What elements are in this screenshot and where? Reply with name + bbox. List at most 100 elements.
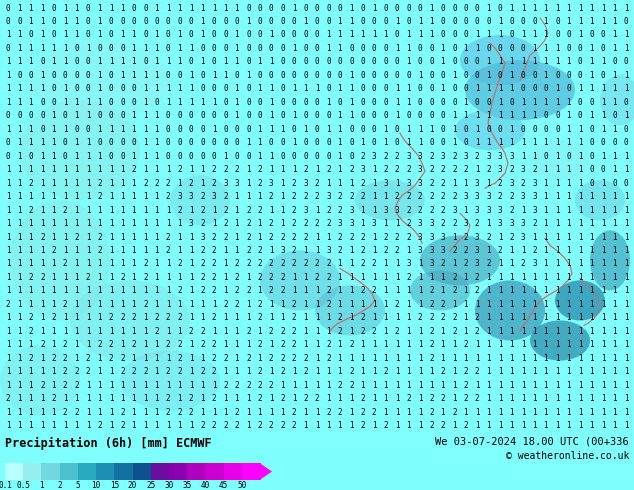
Text: 1: 1 xyxy=(578,219,583,228)
Text: 1: 1 xyxy=(601,354,605,363)
Text: 2: 2 xyxy=(246,260,250,269)
Text: 3: 3 xyxy=(475,206,479,215)
Text: 1: 1 xyxy=(120,381,125,390)
Text: We 03-07-2024 18.00 UTC (00+336: We 03-07-2024 18.00 UTC (00+336 xyxy=(436,437,629,447)
Text: 2: 2 xyxy=(143,300,148,309)
Text: 1: 1 xyxy=(578,233,583,242)
Text: 1: 1 xyxy=(86,408,91,416)
Text: 0: 0 xyxy=(578,57,583,67)
Text: 1: 1 xyxy=(384,138,388,147)
Text: 1: 1 xyxy=(372,300,377,309)
Text: 0: 0 xyxy=(178,17,182,26)
Text: 1: 1 xyxy=(486,30,491,40)
Text: 1: 1 xyxy=(475,165,479,174)
Text: 0: 0 xyxy=(280,111,285,120)
Text: 1: 1 xyxy=(337,111,342,120)
Text: 0: 0 xyxy=(624,57,628,67)
Text: 1: 1 xyxy=(612,206,617,215)
Text: 1: 1 xyxy=(566,421,571,430)
Text: 1: 1 xyxy=(555,57,560,67)
Text: 1: 1 xyxy=(40,219,44,228)
Text: 1: 1 xyxy=(361,138,365,147)
Text: 1: 1 xyxy=(246,71,250,80)
Text: 1: 1 xyxy=(51,233,56,242)
Text: 2: 2 xyxy=(257,179,262,188)
Text: 0: 0 xyxy=(475,3,479,13)
Text: 1: 1 xyxy=(624,421,628,430)
Text: 1: 1 xyxy=(74,246,79,255)
Text: 0: 0 xyxy=(349,138,354,147)
Text: 1: 1 xyxy=(63,3,68,13)
Text: 1: 1 xyxy=(269,246,273,255)
Text: 1: 1 xyxy=(486,84,491,93)
Text: 2: 2 xyxy=(235,381,239,390)
Text: 2: 2 xyxy=(326,341,331,349)
Text: 1: 1 xyxy=(223,314,228,322)
Text: 2: 2 xyxy=(441,206,445,215)
Text: 1: 1 xyxy=(498,314,502,322)
Text: 0: 0 xyxy=(486,44,491,53)
Text: 1: 1 xyxy=(108,394,113,403)
Text: 0.5: 0.5 xyxy=(16,481,30,490)
Text: 1: 1 xyxy=(566,138,571,147)
Text: 1: 1 xyxy=(612,273,617,282)
Text: 2: 2 xyxy=(486,233,491,242)
Text: 2: 2 xyxy=(63,206,68,215)
Text: 3: 3 xyxy=(349,219,354,228)
Text: 1: 1 xyxy=(143,84,148,93)
Text: 2: 2 xyxy=(337,192,342,201)
Text: 2: 2 xyxy=(178,354,182,363)
Text: 1: 1 xyxy=(578,354,583,363)
Text: 1: 1 xyxy=(543,57,548,67)
Text: 1: 1 xyxy=(590,394,594,403)
Text: 1: 1 xyxy=(555,394,560,403)
Text: 0: 0 xyxy=(40,111,44,120)
Text: 2: 2 xyxy=(166,367,171,376)
Text: 2: 2 xyxy=(395,300,399,309)
Text: 1: 1 xyxy=(395,394,399,403)
Text: 0: 0 xyxy=(429,111,434,120)
Text: 1: 1 xyxy=(132,273,136,282)
Text: 2: 2 xyxy=(155,179,159,188)
Text: 1: 1 xyxy=(601,314,605,322)
Text: 1: 1 xyxy=(361,30,365,40)
Text: 0: 0 xyxy=(189,30,193,40)
Text: 0: 0 xyxy=(395,71,399,80)
Text: 1: 1 xyxy=(452,381,456,390)
Text: 0: 0 xyxy=(246,125,250,134)
Text: 2: 2 xyxy=(452,246,456,255)
Text: 1: 1 xyxy=(246,179,250,188)
Text: 0: 0 xyxy=(543,152,548,161)
Text: 1: 1 xyxy=(601,219,605,228)
Text: 1: 1 xyxy=(17,165,22,174)
Text: 1: 1 xyxy=(624,314,628,322)
Text: 1: 1 xyxy=(624,3,628,13)
Text: 1: 1 xyxy=(189,206,193,215)
Text: 2: 2 xyxy=(246,354,250,363)
Ellipse shape xyxy=(590,230,630,291)
Text: 0: 0 xyxy=(314,125,320,134)
Text: 2: 2 xyxy=(200,192,205,201)
Text: 1: 1 xyxy=(155,57,159,67)
Text: 2: 2 xyxy=(326,206,331,215)
Text: 0: 0 xyxy=(543,125,548,134)
Text: 1: 1 xyxy=(521,381,526,390)
Text: 0: 0 xyxy=(166,111,171,120)
Text: Precipitation (6h) [mm] ECMWF: Precipitation (6h) [mm] ECMWF xyxy=(5,437,212,450)
Text: 1: 1 xyxy=(86,287,91,295)
Text: 1: 1 xyxy=(63,246,68,255)
Text: 2: 2 xyxy=(212,341,216,349)
Text: 0: 0 xyxy=(257,3,262,13)
Text: 1: 1 xyxy=(624,152,628,161)
Text: 1: 1 xyxy=(566,367,571,376)
Text: 2: 2 xyxy=(509,165,514,174)
Text: 1: 1 xyxy=(395,381,399,390)
Text: 1: 1 xyxy=(189,421,193,430)
Text: 1: 1 xyxy=(17,219,22,228)
Text: 2: 2 xyxy=(429,300,434,309)
Text: 0: 0 xyxy=(601,44,605,53)
Text: 2: 2 xyxy=(337,327,342,336)
Text: 1: 1 xyxy=(212,300,216,309)
Text: 1: 1 xyxy=(590,287,594,295)
Text: 0: 0 xyxy=(6,3,10,13)
